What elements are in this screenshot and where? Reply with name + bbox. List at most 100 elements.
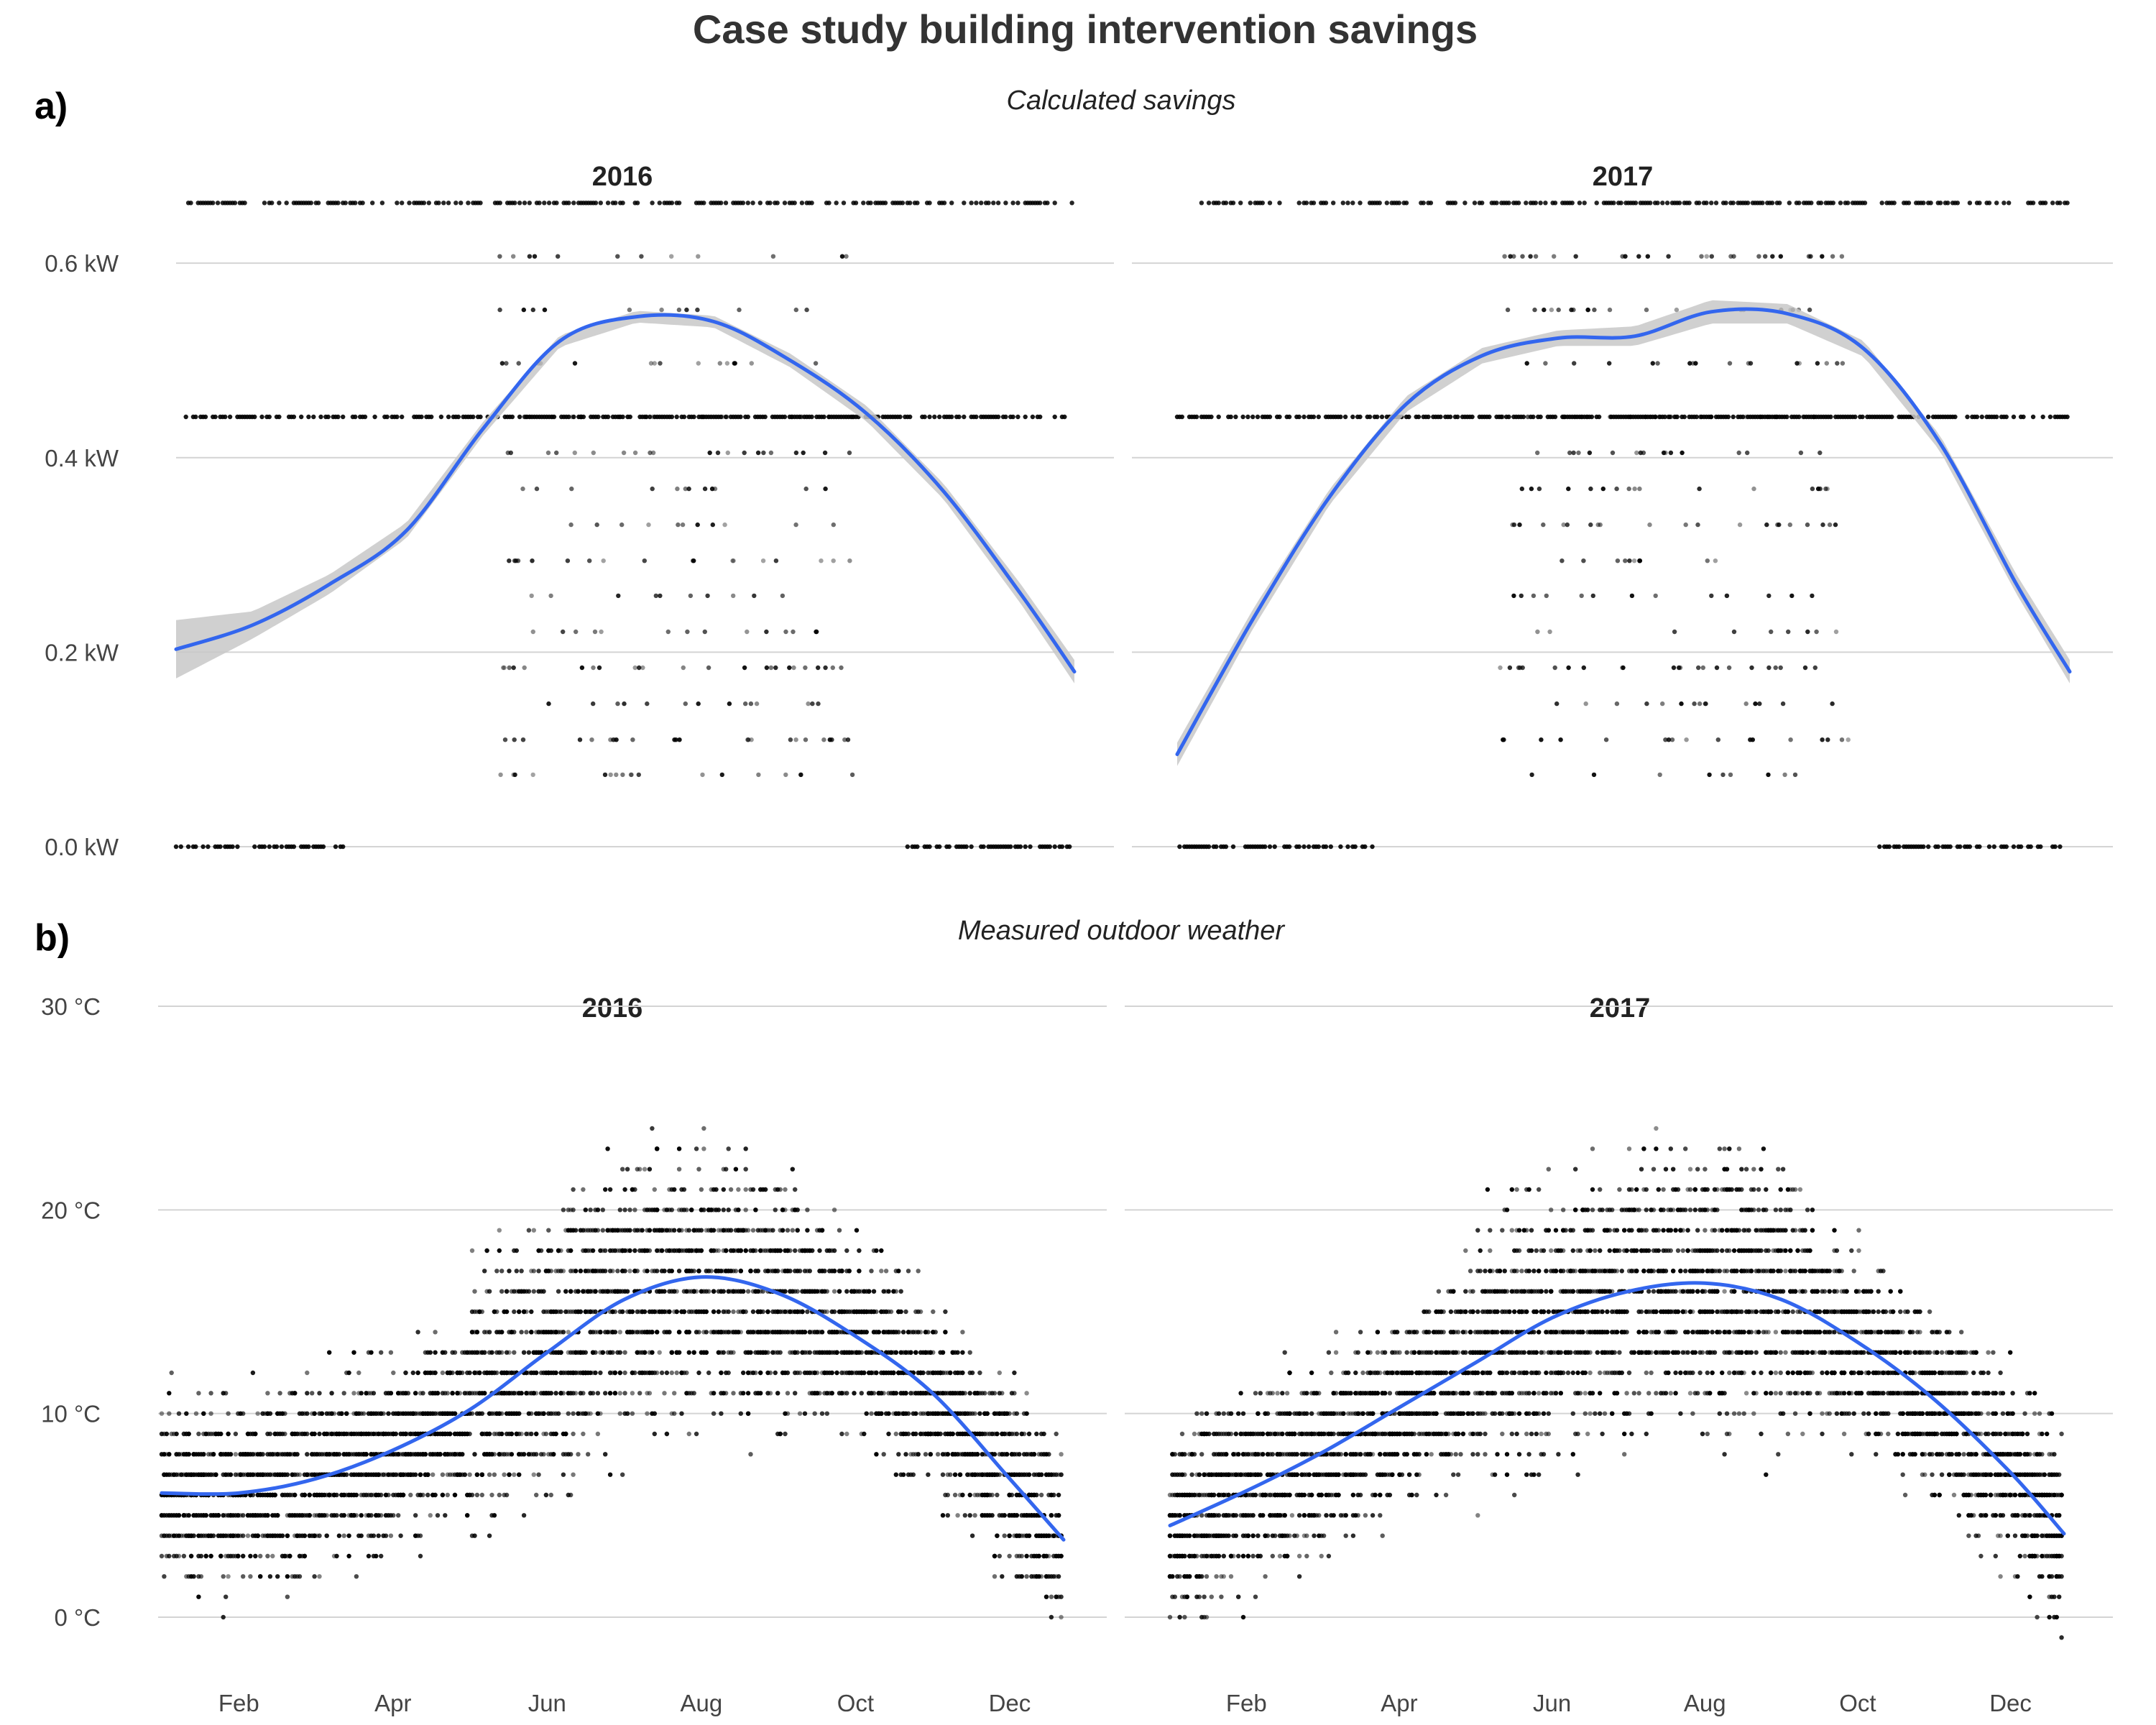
data-point [1810, 486, 1815, 492]
data-point [1838, 201, 1843, 206]
data-point [201, 1452, 206, 1457]
data-point [1052, 844, 1057, 850]
data-point [937, 844, 942, 850]
data-point [176, 1513, 182, 1518]
data-point [418, 1553, 423, 1559]
data-point [686, 1330, 691, 1335]
data-point [396, 1513, 401, 1518]
data-point [1302, 844, 1307, 850]
data-point [556, 1411, 561, 1416]
data-point [788, 1248, 793, 1254]
data-point [673, 737, 678, 742]
data-point [625, 1167, 630, 1172]
data-point [857, 1248, 862, 1254]
data-point [810, 701, 815, 707]
data-point [546, 1228, 551, 1233]
data-point [1511, 522, 1517, 528]
data-point [1238, 201, 1243, 206]
data-point [534, 486, 540, 492]
data-point [1267, 844, 1273, 850]
data-point [745, 629, 750, 635]
data-point [813, 361, 819, 366]
data-point [900, 201, 906, 206]
data-point [745, 1228, 751, 1233]
data-point [1209, 414, 1214, 420]
data-point [536, 1472, 541, 1477]
data-point [745, 737, 750, 742]
data-point [621, 450, 627, 456]
data-point [1296, 201, 1302, 206]
data-point [1421, 201, 1426, 206]
data-point [1350, 201, 1355, 206]
data-point [595, 1391, 601, 1396]
data-point [341, 1391, 346, 1396]
data-point [176, 1553, 182, 1559]
data-point [1571, 307, 1576, 313]
data-point [711, 1309, 717, 1315]
data-point [224, 1594, 229, 1599]
data-point [648, 414, 653, 420]
data-point [627, 1269, 632, 1274]
data-point [691, 1350, 696, 1355]
data-point [1815, 361, 1820, 366]
data-point [790, 1228, 796, 1233]
data-point [686, 486, 691, 492]
data-point [700, 772, 705, 778]
data-point [600, 1208, 605, 1213]
data-point [1623, 254, 1628, 259]
data-point [922, 414, 927, 420]
data-point [686, 1350, 691, 1355]
data-point [573, 629, 579, 635]
data-point [497, 1228, 502, 1233]
data-point [502, 737, 508, 742]
data-point [474, 1330, 480, 1335]
data-point [1480, 201, 1485, 206]
data-point [1052, 201, 1057, 206]
data-point [1655, 361, 1660, 366]
data-point [785, 1228, 791, 1233]
data-point [676, 1167, 682, 1172]
data-point [1447, 414, 1453, 420]
data-point [1363, 844, 1368, 850]
data-point [515, 558, 521, 564]
data-point [793, 522, 798, 528]
data-point [1552, 254, 1557, 259]
data-point [571, 1472, 576, 1477]
data-point [386, 1411, 391, 1416]
data-point [479, 1492, 484, 1498]
data-point [504, 361, 509, 366]
data-point [615, 701, 620, 707]
data-point [1921, 201, 1926, 206]
data-point [1206, 201, 1212, 206]
data-point [519, 1391, 524, 1396]
data-point [425, 1472, 430, 1477]
data-point [2065, 201, 2070, 206]
data-point [949, 201, 954, 206]
y-tick-label: 0.6 kW [45, 250, 119, 277]
data-point [510, 414, 515, 420]
data-point [795, 1228, 800, 1233]
data-point [652, 361, 657, 366]
data-point [351, 1350, 356, 1355]
data-point [548, 1391, 553, 1396]
data-point [1598, 522, 1603, 528]
data-point [287, 1553, 292, 1559]
data-point [622, 1350, 627, 1355]
data-point [1846, 201, 1851, 206]
data-point [359, 1513, 364, 1518]
data-point [743, 1208, 748, 1213]
data-point [763, 414, 768, 420]
data-point [258, 1553, 263, 1559]
data-point [400, 1492, 406, 1498]
data-point [711, 1289, 717, 1294]
data-point [1627, 558, 1632, 564]
data-point [167, 1411, 172, 1416]
data-point [469, 1492, 475, 1498]
data-point [927, 414, 932, 420]
data-point [568, 1452, 573, 1457]
data-point [1588, 522, 1593, 528]
data-point [957, 414, 962, 420]
data-point [691, 414, 696, 420]
data-point [659, 307, 664, 313]
